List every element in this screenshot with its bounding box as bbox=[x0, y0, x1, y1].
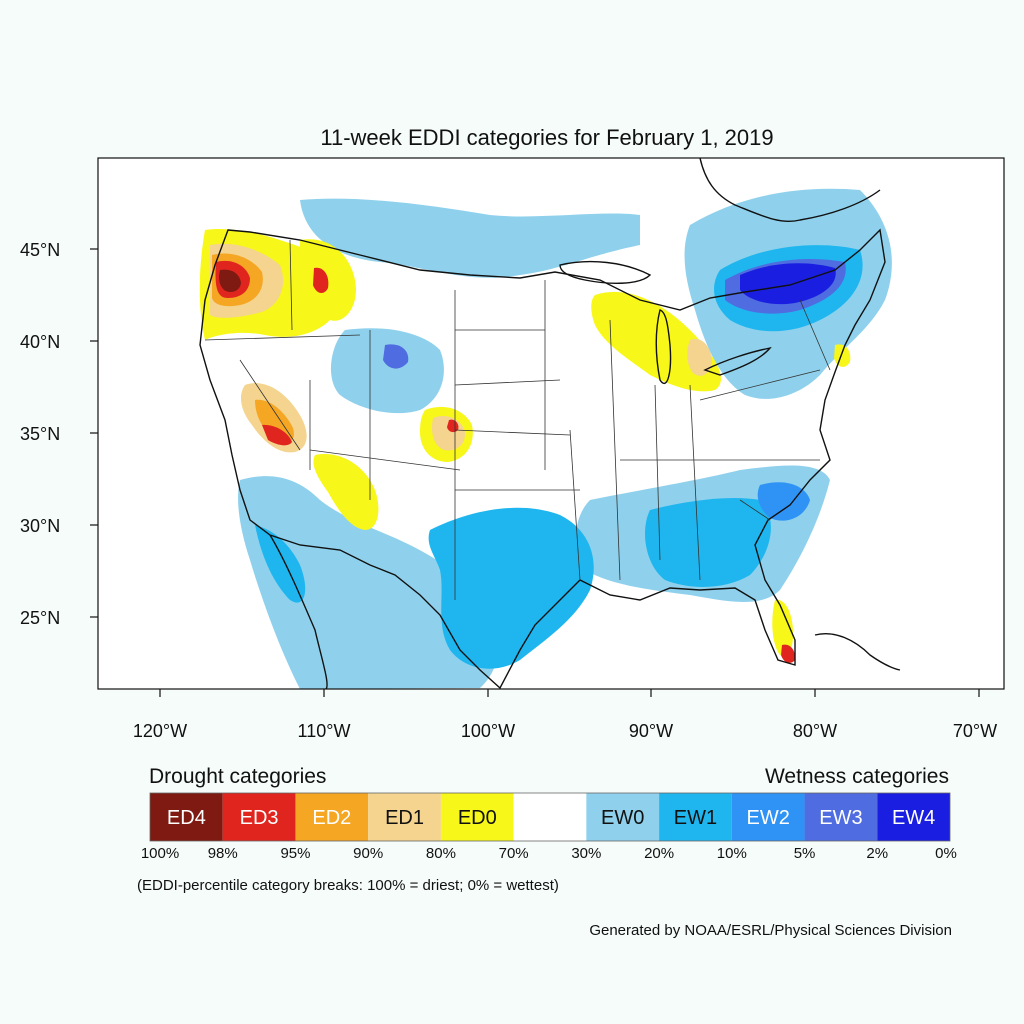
legend-swatch-ew2 bbox=[731, 793, 805, 841]
category-breaks-note: (EDDI-percentile category breaks: 100% =… bbox=[137, 877, 559, 894]
legend-swatch-ew0 bbox=[586, 793, 660, 841]
legend-break-6: 30% bbox=[571, 845, 601, 862]
map-panel bbox=[98, 158, 1004, 689]
us-outline bbox=[199, 228, 886, 689]
legend-label-ed3: ED3 bbox=[240, 807, 279, 829]
drought-region-colorado-ed3 bbox=[447, 419, 459, 433]
state-line-9 bbox=[454, 379, 561, 386]
wet-region-gulf-coast bbox=[645, 498, 771, 587]
legend-label-ew1: EW1 bbox=[674, 807, 717, 829]
lat-label-35: 35°N bbox=[20, 424, 60, 444]
legend-break-2: 95% bbox=[280, 845, 310, 862]
legend-break-7: 20% bbox=[644, 845, 674, 862]
wetness-categories-header: Wetness categories bbox=[765, 765, 949, 788]
drought-region-new-jersey bbox=[834, 344, 851, 367]
legend-swatch-ew3 bbox=[804, 793, 878, 841]
legend-label-ew0: EW0 bbox=[601, 807, 644, 829]
state-boundaries bbox=[204, 239, 831, 600]
wetness-regions bbox=[238, 188, 892, 689]
legend-label-ew4: EW4 bbox=[892, 807, 935, 829]
legend-label-ew2: EW2 bbox=[747, 807, 790, 829]
legend-swatch-neutral bbox=[513, 793, 587, 841]
legend-break-3: 90% bbox=[353, 845, 383, 862]
legend-label-ed0: ED0 bbox=[458, 807, 497, 829]
lat-label-30: 30°N bbox=[20, 516, 60, 536]
wet-region-baja-coast bbox=[255, 525, 306, 603]
cuba-coast bbox=[814, 633, 901, 671]
map-frame bbox=[97, 157, 1005, 690]
canada-coast-north bbox=[699, 158, 881, 222]
wet-region-northern-rockies bbox=[330, 328, 444, 414]
legend-break-11: 0% bbox=[935, 845, 957, 862]
map-title: 11-week EDDI categories for February 1, … bbox=[320, 125, 773, 150]
state-line-18 bbox=[699, 369, 821, 401]
credit-line: Generated by NOAA/ESRL/Physical Sciences… bbox=[589, 922, 952, 939]
legend-label-ed2: ED2 bbox=[312, 807, 351, 829]
state-line-19 bbox=[739, 499, 771, 521]
state-line-15 bbox=[654, 384, 661, 561]
lon-label-110: 110°W bbox=[298, 721, 351, 741]
legend-swatch-ed2 bbox=[295, 793, 369, 841]
wet-region-texas bbox=[428, 507, 594, 669]
legend-break-labels: 100% 98% 95% 90% 80% 70% 30% 20% 10% 5% 2% 0% bbox=[141, 845, 957, 862]
legend-swatch-ew4 bbox=[877, 793, 950, 841]
drought-region-idaho-ed3 bbox=[313, 267, 329, 294]
drought-region-arizona bbox=[313, 454, 379, 530]
lon-label-80: 80°W bbox=[793, 721, 837, 741]
drought-region-florida-ed3 bbox=[781, 644, 796, 663]
state-line-3 bbox=[239, 359, 301, 451]
legend-break-10: 2% bbox=[866, 845, 888, 862]
drought-categories-header: Drought categories bbox=[149, 765, 326, 788]
legend-swatch-ed1 bbox=[368, 793, 441, 841]
lat-label-45: 45°N bbox=[20, 240, 60, 260]
wet-region-wyoming bbox=[383, 344, 409, 369]
lat-label-25: 25°N bbox=[20, 608, 60, 628]
legend-swatch-ew1 bbox=[659, 793, 732, 841]
state-line-10 bbox=[454, 429, 571, 436]
lon-label-90: 90°W bbox=[629, 721, 673, 741]
state-line-1 bbox=[289, 239, 293, 331]
legend-break-1: 98% bbox=[208, 845, 238, 862]
state-line-16 bbox=[689, 384, 701, 581]
lon-label-100: 100°W bbox=[461, 721, 515, 741]
legend-color-bar: ED4 ED3 ED2 ED1 ED0 EW0 EW1 EW2 EW3 EW4 bbox=[149, 792, 951, 842]
legend-break-9: 5% bbox=[794, 845, 816, 862]
drought-region-oregon-ed4 bbox=[219, 269, 241, 292]
lat-axis bbox=[90, 248, 98, 618]
legend-swatch-ed4 bbox=[150, 793, 223, 841]
lon-label-120: 120°W bbox=[133, 721, 187, 741]
baja-california bbox=[269, 534, 328, 689]
legend-break-4: 80% bbox=[426, 845, 456, 862]
wet-region-southwest bbox=[238, 476, 499, 689]
wet-region-carolinas bbox=[757, 482, 810, 521]
state-line-14 bbox=[609, 319, 621, 581]
legend-label-ed1: ED1 bbox=[385, 807, 424, 829]
wet-region-ontario bbox=[740, 263, 836, 305]
legend-break-0: 100% bbox=[141, 845, 179, 862]
lake-superior bbox=[559, 260, 652, 284]
legend-swatch-ed3 bbox=[222, 793, 296, 841]
drought-region-florida bbox=[772, 599, 794, 657]
drought-region-nevada-ed3 bbox=[262, 424, 292, 446]
legend-label-ew3: EW3 bbox=[819, 807, 862, 829]
legend-bar-outline bbox=[149, 792, 951, 842]
wet-region-northern-plains bbox=[300, 198, 640, 278]
lon-label-70: 70°W bbox=[953, 721, 997, 741]
state-line-13 bbox=[569, 429, 581, 581]
boundaries bbox=[199, 158, 901, 689]
lon-axis bbox=[159, 689, 980, 697]
lat-label-40: 40°N bbox=[20, 332, 60, 352]
legend-break-8: 10% bbox=[717, 845, 747, 862]
legend-label-ed4: ED4 bbox=[167, 807, 206, 829]
state-line-6 bbox=[309, 449, 461, 471]
state-line-2 bbox=[204, 334, 361, 341]
lake-erie bbox=[703, 346, 772, 376]
drought-region-michigan-ed1 bbox=[687, 338, 712, 376]
legend-break-5: 70% bbox=[499, 845, 529, 862]
legend-swatch-ed0 bbox=[440, 793, 514, 841]
state-line-20 bbox=[799, 299, 831, 371]
lake-michigan bbox=[655, 309, 672, 384]
